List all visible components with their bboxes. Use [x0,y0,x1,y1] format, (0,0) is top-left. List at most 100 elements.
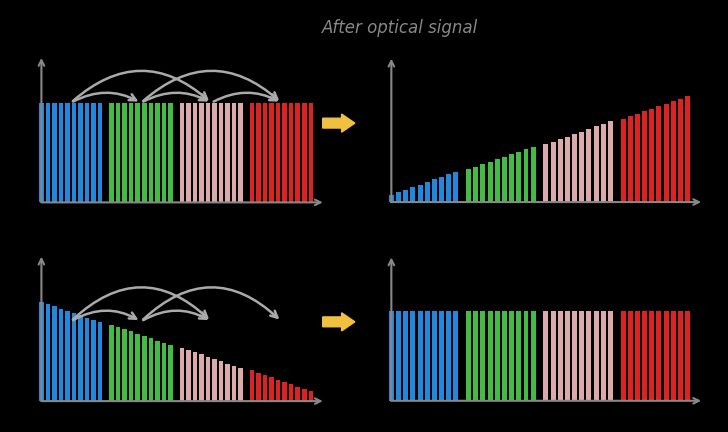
Bar [263,103,267,202]
Bar [206,103,210,202]
Bar [446,175,451,202]
Bar [142,103,146,202]
Bar [670,101,676,202]
Bar [232,366,237,401]
Bar [186,350,191,401]
Bar [98,322,103,401]
Bar [302,389,306,401]
Bar [59,308,63,401]
Bar [593,127,598,202]
Bar [531,311,536,401]
Bar [579,131,584,202]
Bar [558,139,563,202]
Bar [232,103,237,202]
Bar [180,347,184,401]
Bar [685,311,690,401]
Bar [129,103,133,202]
Bar [488,311,493,401]
Bar [199,354,204,401]
Bar [601,311,606,401]
Bar [72,313,76,401]
Bar [418,184,422,202]
Bar [558,311,563,401]
Bar [168,345,173,401]
Bar [302,103,306,202]
Bar [608,311,613,401]
Bar [389,195,394,202]
Bar [79,315,83,401]
Bar [657,311,662,401]
Bar [276,103,280,202]
Bar [565,137,570,202]
Bar [635,311,640,401]
Bar [193,352,197,401]
Bar [91,103,96,202]
Bar [122,103,127,202]
Bar [565,311,570,401]
Bar [495,311,500,401]
Bar [218,361,223,401]
Bar [296,103,300,202]
Bar [296,387,300,401]
Bar [282,103,287,202]
Bar [206,357,210,401]
Bar [678,98,683,202]
Bar [432,180,437,202]
Bar [52,103,57,202]
Bar [389,311,394,401]
Bar [269,103,274,202]
Bar [155,103,159,202]
Bar [635,114,640,202]
Bar [480,311,486,401]
Bar [309,103,313,202]
Bar [39,103,44,202]
Bar [193,103,197,202]
Bar [439,311,444,401]
Bar [572,134,577,202]
Bar [66,103,70,202]
Bar [263,375,267,401]
Bar [269,378,274,401]
Bar [155,341,159,401]
Bar [122,329,127,401]
Bar [250,103,254,202]
Bar [516,311,521,401]
Bar [502,311,507,401]
Bar [473,311,478,401]
Bar [256,103,261,202]
Bar [59,103,63,202]
Bar [642,111,647,202]
Bar [411,311,416,401]
Bar [218,103,223,202]
Bar [649,109,654,202]
Bar [454,311,459,401]
Bar [424,311,430,401]
Bar [657,106,662,202]
Bar [91,320,96,401]
Bar [670,311,676,401]
Bar [488,162,493,202]
Bar [587,311,591,401]
Bar [98,103,103,202]
Bar [649,311,654,401]
Bar [572,311,577,401]
Bar [432,311,437,401]
Bar [587,129,591,202]
Bar [309,391,313,401]
Bar [664,104,668,202]
Bar [424,182,430,202]
Bar [199,103,204,202]
FancyArrow shape [323,313,355,331]
Bar [162,103,166,202]
Bar [593,311,598,401]
Bar [225,103,230,202]
Bar [502,157,507,202]
Bar [250,371,254,401]
Bar [439,177,444,202]
Bar [238,103,243,202]
Bar [466,169,471,202]
Bar [276,380,280,401]
Bar [84,103,90,202]
Bar [608,121,613,202]
Bar [403,311,408,401]
